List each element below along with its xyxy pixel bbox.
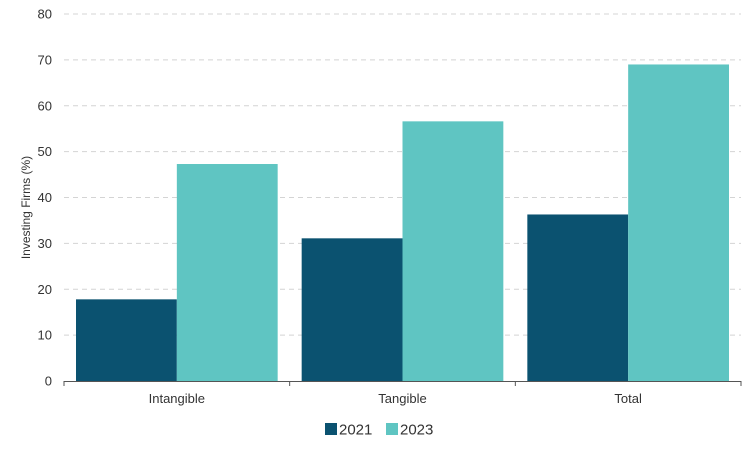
- legend-label: 2023: [400, 422, 433, 439]
- legend-label: 2021: [339, 422, 372, 439]
- y-tick-label: 30: [38, 236, 52, 251]
- legend: 2021 2023: [325, 422, 433, 439]
- bar-2023-intangible: [176, 164, 278, 381]
- y-tick-label: 50: [38, 144, 52, 159]
- legend-swatch-2023: [386, 423, 398, 435]
- y-axis-ticks: 0 10 20 30 40 50 60 70 80: [38, 7, 52, 389]
- y-tick-label: 20: [38, 282, 52, 297]
- x-category-label: Tangible: [378, 391, 426, 406]
- x-category-label: Total: [614, 391, 642, 406]
- bar-2021-tangible: [301, 238, 403, 381]
- bar-2021-intangible: [76, 299, 177, 381]
- y-tick-label: 40: [38, 190, 52, 205]
- y-tick-label: 70: [38, 52, 52, 67]
- y-tick-label: 10: [38, 328, 52, 343]
- y-tick-label: 0: [45, 374, 52, 389]
- legend-swatch-2021: [325, 423, 337, 435]
- x-axis: Intangible Tangible Total: [63, 381, 742, 406]
- y-axis-title: Investing Firms (%): [19, 156, 33, 259]
- y-tick-label: 60: [38, 98, 52, 113]
- bar-2021-total: [527, 214, 629, 381]
- bar-2023-tangible: [402, 121, 504, 381]
- bar-2023-total: [628, 64, 729, 382]
- y-tick-label: 80: [38, 7, 52, 22]
- bars: [76, 64, 729, 382]
- x-category-label: Intangible: [149, 391, 205, 406]
